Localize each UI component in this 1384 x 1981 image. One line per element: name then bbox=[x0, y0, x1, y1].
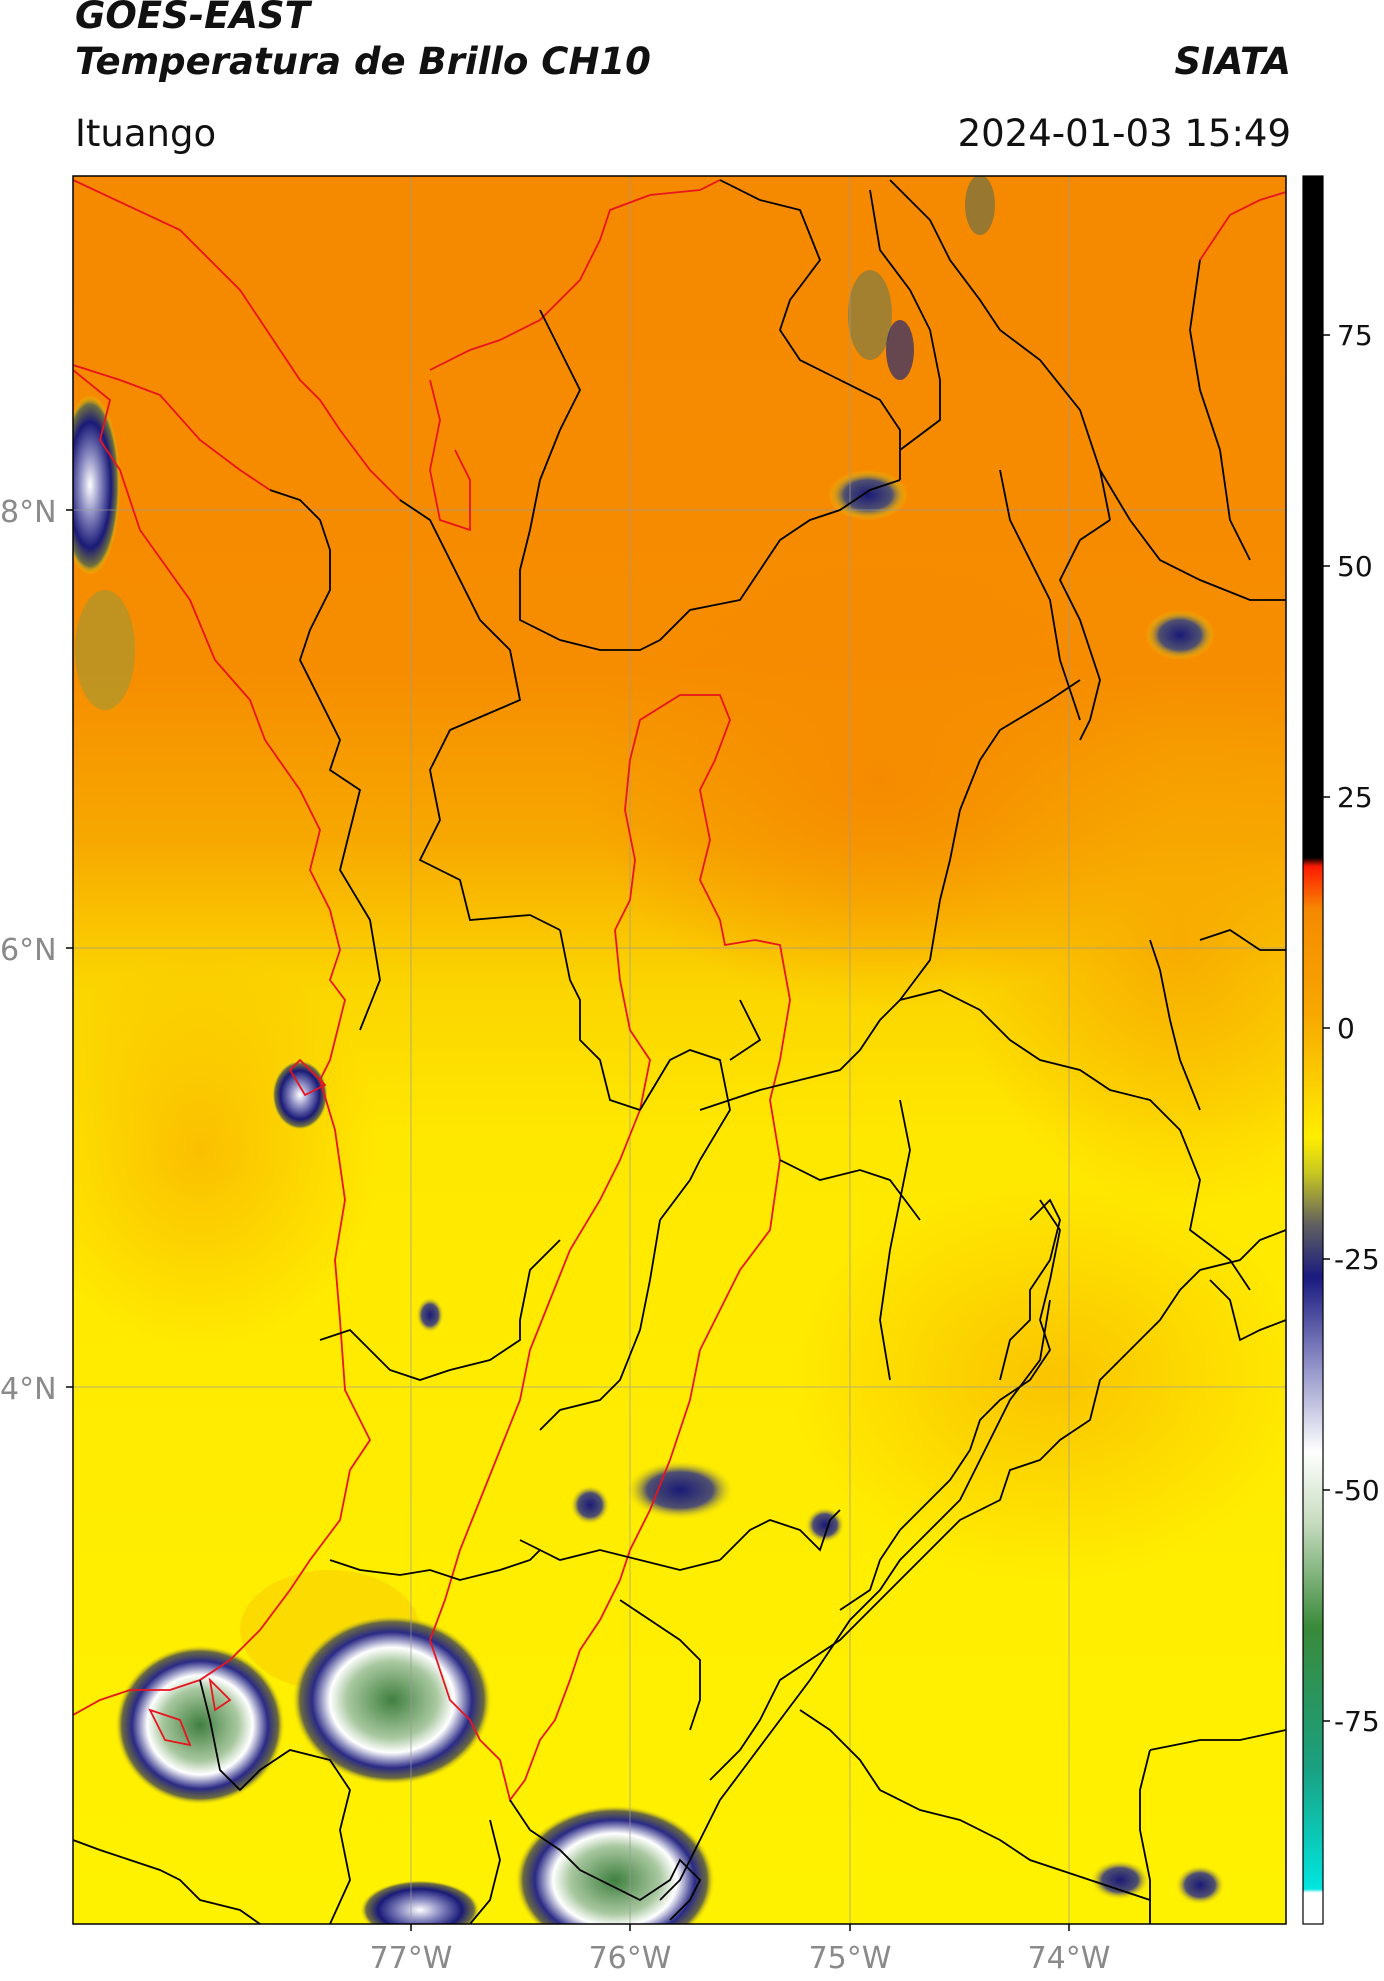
map-frame bbox=[72, 175, 1287, 1925]
cloud-cell bbox=[416, 1297, 444, 1333]
cloud-cell bbox=[1090, 1860, 1150, 1900]
colorbar-tick: 25 bbox=[1337, 781, 1373, 814]
region-outline bbox=[429, 694, 791, 1803]
cloud-cell bbox=[73, 395, 120, 575]
cloud-cell bbox=[1145, 610, 1215, 660]
colorbar-tick: 50 bbox=[1337, 550, 1373, 583]
colorbar-scale bbox=[1302, 175, 1324, 1925]
graticule bbox=[73, 176, 1286, 1924]
cloud-cell bbox=[828, 470, 908, 520]
title-satellite: GOES-EAST bbox=[75, 0, 310, 37]
cloud-cell bbox=[515, 1805, 715, 1924]
colorbar-tick: 0 bbox=[1337, 1012, 1355, 1045]
brightness-temperature-field bbox=[73, 176, 1286, 1924]
colorbar-tick: -50 bbox=[1334, 1474, 1380, 1507]
cloud-cell bbox=[570, 1485, 610, 1525]
lat-label-6n: 6°N bbox=[0, 933, 57, 968]
coastline bbox=[73, 179, 1286, 1747]
colorbar-tick: -75 bbox=[1334, 1705, 1380, 1738]
colorbar-tick: 75 bbox=[1337, 319, 1373, 352]
lat-label-8n: 8°N bbox=[0, 495, 57, 530]
agency-label: SIATA bbox=[1174, 40, 1291, 83]
title-product: Temperatura de Brillo CH10 bbox=[75, 40, 651, 83]
cloud-cell bbox=[625, 1460, 735, 1520]
cloud-cell bbox=[115, 1645, 285, 1805]
cloud-cell bbox=[360, 1880, 480, 1924]
cloud-cell bbox=[292, 1615, 492, 1785]
lon-label-76w: 76°W bbox=[589, 1941, 672, 1976]
lon-label-74w: 74°W bbox=[1028, 1941, 1111, 1976]
admin-borders bbox=[73, 179, 1286, 1924]
timestamp-label: 2024-01-03 15:49 bbox=[957, 112, 1291, 155]
lon-label-75w: 75°W bbox=[809, 1941, 892, 1976]
cloud-cell bbox=[272, 1060, 328, 1130]
lat-label-4n: 4°N bbox=[0, 1372, 57, 1407]
colorbar-tick: -25 bbox=[1334, 1243, 1380, 1276]
colorbar: 75 50 25 0 -25 -50 -75 bbox=[1302, 175, 1380, 1925]
location-label: Ituango bbox=[75, 112, 217, 155]
lon-label-77w: 77°W bbox=[370, 1941, 453, 1976]
cloud-cell bbox=[1175, 1865, 1225, 1905]
